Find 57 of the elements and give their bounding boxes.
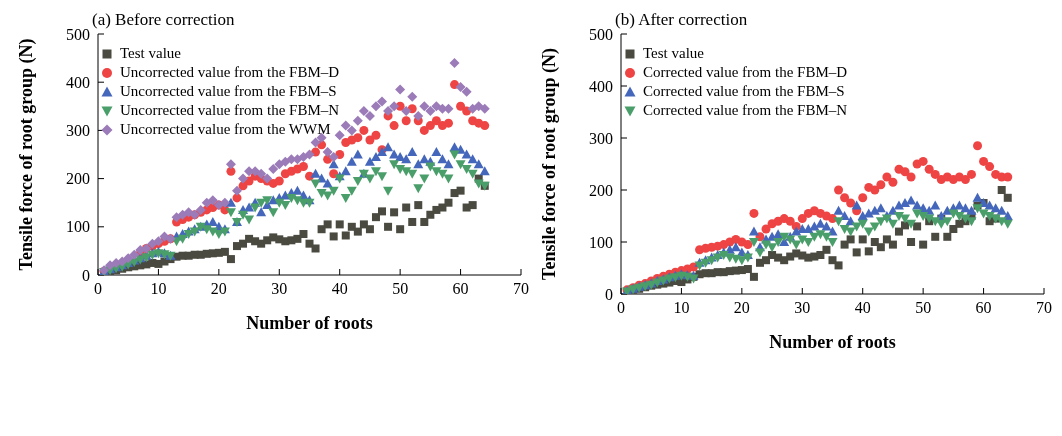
legend-label: Corrected value from the FBM–N [643,101,848,120]
point [443,118,453,128]
point [425,121,435,131]
y-tick-label: 300 [66,122,90,140]
y-tick-label: 100 [66,218,90,236]
y-tick-label: 0 [82,266,90,284]
point [431,116,441,126]
point [232,193,242,203]
legend-label: Corrected value from the FBM–D [643,63,848,82]
point [419,125,429,135]
x-tick-label: 20 [733,299,750,317]
y-tick-label: 500 [66,25,90,43]
y-tick-label: 200 [66,170,90,188]
x-tick-label: 10 [150,280,167,298]
point [389,121,399,131]
x-tick-label: 50 [915,299,932,317]
x-tick-label: 50 [392,280,409,298]
y-axis-title: Tensile force of root group (N) [16,38,38,271]
y-tick-label: 100 [589,233,613,251]
point [480,121,490,131]
y-axis-title: Tensile force of root group (N) [539,48,561,280]
point [329,169,339,179]
x-tick-label: 70 [513,280,529,298]
x-tick-label: 70 [1036,299,1052,317]
legend-label: Corrected value from the FBM–S [643,82,845,101]
x-tick-label: 0 [94,280,102,298]
x-tick-label: 40 [331,280,348,298]
y-tick-label: 400 [589,77,613,95]
x-tick-label: 0 [617,299,625,317]
y-tick-label: 300 [589,129,613,147]
x-tick-label: 10 [673,299,690,317]
legend-label: Test value [120,44,182,63]
point [456,101,466,111]
point [371,130,381,140]
legend-label: Uncorrected value from the FBM–D [120,63,340,82]
point [353,133,363,143]
x-axis-title: Number of roots [246,313,373,333]
legend-label: Uncorrected value from the WWM [120,120,331,139]
x-tick-label: 60 [452,280,469,298]
legend-label: Test value [643,44,705,63]
y-tick-label: 400 [66,73,90,91]
legend-label: Uncorrected value from the FBM–S [120,82,337,101]
point [401,116,411,126]
x-tick-label: 30 [794,299,811,317]
y-tick-label: 200 [589,181,613,199]
point [298,162,308,172]
x-tick-label: 40 [854,299,871,317]
point [274,176,284,186]
x-tick-label: 30 [271,280,288,298]
x-axis-title: Number of roots [769,332,896,352]
point [359,125,369,135]
x-tick-label: 20 [210,280,227,298]
chart-title: (a) Before correction [92,10,235,30]
chart-title: (b) After correction [615,10,748,30]
legend-label: Uncorrected value from the FBM–N [120,101,340,120]
x-tick-label: 60 [975,299,992,317]
y-tick-label: 500 [589,25,613,43]
